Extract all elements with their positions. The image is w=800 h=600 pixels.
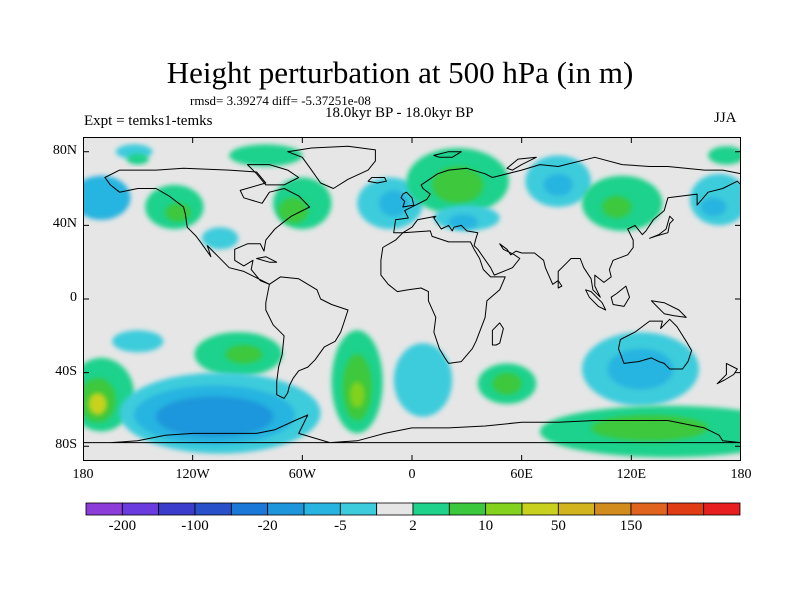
lon-label: 120W — [175, 467, 210, 482]
colorbar-box — [158, 502, 196, 516]
period-label: 18.0kyr BP - 18.0kyr BP — [325, 105, 474, 121]
coastline-novaya-zemlya — [506, 156, 537, 171]
coastline-antarctica — [83, 414, 741, 444]
season-label: JJA — [714, 110, 737, 126]
anomaly-region-3 — [83, 175, 131, 220]
plot-title: Height perturbation at 500 hPa (in m) — [166, 55, 634, 90]
anomaly-region-36 — [492, 372, 522, 395]
colorbar-box — [267, 502, 305, 516]
colorbar-box — [557, 502, 596, 516]
colorbar-box — [485, 502, 523, 516]
coastline-cuba — [256, 256, 278, 263]
anomaly-region-18 — [602, 196, 632, 218]
coastline-iceland — [367, 177, 387, 184]
anomaly-region-27 — [88, 392, 107, 415]
coastline-australia — [618, 318, 693, 370]
coastline-baffin-island — [247, 164, 300, 186]
lat-label: 0 — [70, 290, 77, 305]
colorbar-label: -5 — [334, 518, 347, 534]
colorbar-box — [630, 502, 668, 516]
colorbar-label: 10 — [478, 518, 494, 534]
colorbar-label: -20 — [257, 518, 278, 534]
experiment-label: Expt = temks1-temks — [84, 113, 213, 129]
colorbar-label: 50 — [550, 518, 566, 534]
coastline-new-zealand — [716, 362, 738, 385]
coastline-great-britain — [400, 191, 415, 208]
axis-ticks — [83, 137, 741, 461]
coastline-svalbard — [433, 151, 462, 158]
anomaly-region-21 — [708, 146, 741, 165]
lon-label: 120E — [616, 467, 647, 482]
coastline-sumatra — [585, 289, 607, 311]
anomaly-region-12 — [432, 166, 484, 204]
colorbar-label: 2 — [409, 518, 417, 534]
lon-label: 60E — [510, 467, 533, 482]
stats-text: rmsd= 3.39274 diff= -5.37251e-08 — [190, 93, 371, 108]
anomaly-region-16 — [543, 173, 573, 196]
map-panel — [83, 137, 741, 461]
lat-label: 40S — [55, 363, 77, 379]
lon-label: 0 — [408, 467, 416, 482]
anomaly-region-2 — [229, 144, 303, 167]
anomaly-region-20 — [700, 197, 727, 217]
anomaly-field — [83, 144, 741, 458]
coastline-greenland — [287, 145, 376, 189]
colorbar-box — [521, 502, 559, 516]
lat-label: 80N — [52, 142, 77, 158]
colorbar-box — [85, 502, 123, 516]
colorbar-box — [230, 502, 269, 516]
anomaly-region-22 — [112, 330, 164, 353]
coastline-new-guinea — [650, 300, 687, 318]
colorbar-box — [666, 502, 705, 516]
colorbar-box — [121, 502, 160, 516]
anomaly-region-33 — [349, 381, 365, 408]
colorbar-label: 150 — [619, 518, 643, 534]
anomaly-region-24 — [225, 345, 263, 364]
lon-label: 180 — [72, 467, 94, 482]
colorbar-box — [448, 502, 487, 516]
anomaly-region-14 — [448, 214, 478, 230]
anomaly-region-30 — [156, 396, 274, 438]
lon-label: 60W — [288, 467, 316, 482]
coastline-north-america — [104, 167, 311, 285]
coastline-sri-lanka — [557, 280, 563, 289]
anomaly-region-40 — [591, 415, 709, 441]
lon-label: 180 — [730, 467, 752, 482]
coastline-eurasia — [393, 156, 741, 298]
lat-label: 80S — [55, 437, 77, 453]
coastline-south-america — [265, 276, 349, 399]
anomaly-region-5 — [165, 203, 191, 222]
coastline-madagascar — [491, 322, 504, 346]
anomaly-region-34 — [393, 343, 453, 417]
colorbar-box — [594, 502, 632, 516]
colorbar-box — [703, 502, 741, 516]
colorbar — [85, 502, 741, 516]
colorbar-box — [412, 502, 450, 516]
lat-label: 40N — [52, 216, 77, 232]
coastline-africa — [380, 230, 506, 364]
anomaly-region-8 — [278, 197, 308, 224]
colorbar-box — [303, 502, 341, 516]
coastline-japan — [649, 215, 674, 239]
colorbar-box — [376, 502, 414, 516]
coastlines — [83, 145, 741, 444]
colorbar-box — [339, 502, 378, 516]
anomaly-region-1 — [126, 153, 149, 165]
colorbar-label: -200 — [108, 518, 137, 534]
anomaly-region-38 — [607, 348, 674, 390]
anomaly-region-6 — [201, 227, 239, 250]
colorbar-box — [194, 502, 232, 516]
colorbar-label: -100 — [181, 518, 209, 534]
coastline-borneo — [610, 285, 630, 307]
